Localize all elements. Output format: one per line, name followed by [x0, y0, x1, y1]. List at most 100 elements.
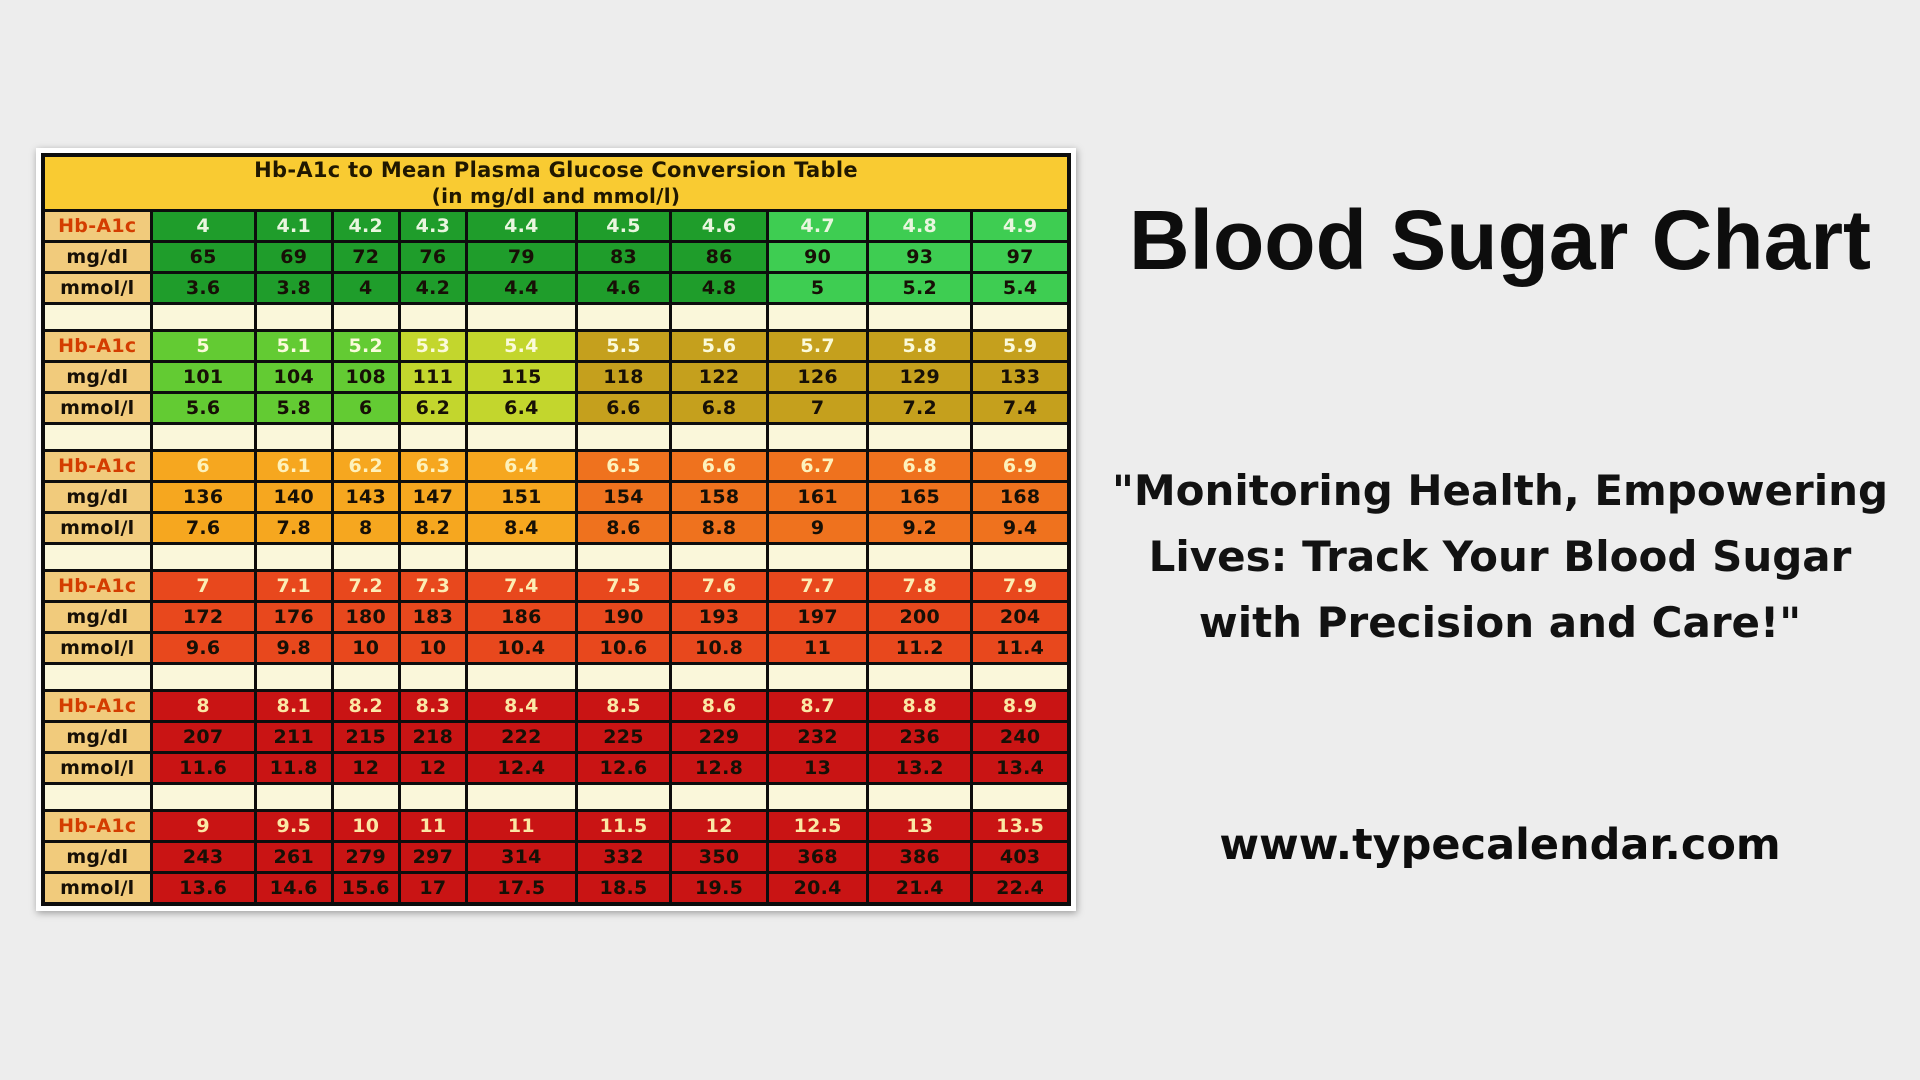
spacer-cell: [970, 302, 1071, 332]
value-cell: 13.4: [970, 751, 1071, 785]
value-cell: 5.3: [397, 329, 468, 363]
value-cell: 76: [397, 240, 468, 274]
spacer-cell: [970, 542, 1071, 572]
spacer-cell: [464, 542, 578, 572]
value-cell: 147: [397, 480, 468, 514]
row-label: mg/dl: [41, 720, 153, 754]
conversion-table: Hb-A1c to Mean Plasma Glucose Conversion…: [41, 153, 1071, 906]
value-cell: 86: [669, 240, 770, 274]
table-header: Hb-A1c to Mean Plasma Glucose Conversion…: [41, 153, 1071, 212]
value-cell: 7.6: [149, 511, 257, 545]
value-cell: 4: [149, 209, 257, 243]
spacer-cell: [397, 542, 468, 572]
value-cell: 65: [149, 240, 257, 274]
spacer-cell: [149, 542, 257, 572]
value-cell: 6.8: [669, 391, 770, 425]
value-cell: 8.9: [970, 689, 1071, 723]
spacer-cell: [669, 422, 770, 452]
value-cell: 368: [766, 840, 870, 874]
spacer-cell: [253, 302, 334, 332]
spacer-cell: [766, 302, 870, 332]
value-cell: 5: [149, 329, 257, 363]
spacer-cell: [41, 542, 153, 572]
data-row-hba1c: Hb-A1c 8 8.1 8.2 8.3 8.4 8.5 8.6 8.7 8.8 8.9: [41, 689, 1071, 723]
value-cell: 211: [253, 720, 334, 754]
value-cell: 8.6: [574, 511, 673, 545]
value-cell: 193: [669, 600, 770, 634]
quote-line: with Precision and Care!": [1198, 598, 1802, 647]
value-cell: 7.8: [866, 569, 974, 603]
row-label: Hb-A1c: [41, 689, 153, 723]
value-cell: 279: [330, 840, 401, 874]
spacer-cell: [41, 422, 153, 452]
value-cell: 236: [866, 720, 974, 754]
value-cell: 4: [330, 271, 401, 305]
value-cell: 126: [766, 360, 870, 394]
value-cell: 218: [397, 720, 468, 754]
spacer-cell: [970, 662, 1071, 692]
value-cell: 7.3: [397, 569, 468, 603]
page-title: Blood Sugar Chart: [1128, 193, 1871, 287]
value-cell: 129: [866, 360, 974, 394]
value-cell: 6.2: [397, 391, 468, 425]
value-cell: 9.2: [866, 511, 974, 545]
row-label: Hb-A1c: [41, 569, 153, 603]
row-label: mg/dl: [41, 600, 153, 634]
spacer-row: [41, 542, 1071, 572]
spacer-cell: [866, 302, 974, 332]
spacer-cell: [669, 782, 770, 812]
value-cell: 5.2: [866, 271, 974, 305]
website-url: www.typecalendar.com: [1219, 820, 1781, 870]
spacer-cell: [766, 422, 870, 452]
value-cell: 5.1: [253, 329, 334, 363]
value-cell: 314: [464, 840, 578, 874]
value-cell: 11.2: [866, 631, 974, 665]
value-cell: 4.6: [669, 209, 770, 243]
value-cell: 11.6: [149, 751, 257, 785]
value-cell: 10: [330, 809, 401, 843]
value-cell: 22.4: [970, 871, 1071, 906]
spacer-cell: [397, 422, 468, 452]
value-cell: 12: [397, 751, 468, 785]
value-cell: 133: [970, 360, 1071, 394]
value-cell: 79: [464, 240, 578, 274]
spacer-cell: [866, 662, 974, 692]
value-cell: 165: [866, 480, 974, 514]
value-cell: 6: [330, 391, 401, 425]
data-row-mgdl: mg/dl 243 261 279 297 314 332 350 368 386 403: [41, 840, 1071, 874]
value-cell: 11.4: [970, 631, 1071, 665]
value-cell: 8: [149, 689, 257, 723]
value-cell: 12.8: [669, 751, 770, 785]
value-cell: 7.8: [253, 511, 334, 545]
spacer-cell: [253, 782, 334, 812]
value-cell: 3.8: [253, 271, 334, 305]
value-cell: 8.2: [397, 511, 468, 545]
value-cell: 10.4: [464, 631, 578, 665]
data-row-hba1c: Hb-A1c 5 5.1 5.2 5.3 5.4 5.5 5.6 5.7 5.8 5.9: [41, 329, 1071, 363]
value-cell: 104: [253, 360, 334, 394]
value-cell: 136: [149, 480, 257, 514]
row-label: mmol/l: [41, 391, 153, 425]
data-row-hba1c: Hb-A1c 9 9.5 10 11 11 11.5 12 12.5 13 13.5: [41, 809, 1071, 843]
value-cell: 180: [330, 600, 401, 634]
value-cell: 154: [574, 480, 673, 514]
value-cell: 4.8: [669, 271, 770, 305]
quote-line: Lives: Track Your Blood Sugar: [1148, 532, 1852, 581]
value-cell: 4.4: [464, 271, 578, 305]
value-cell: 90: [766, 240, 870, 274]
value-cell: 4.5: [574, 209, 673, 243]
value-cell: 4.9: [970, 209, 1071, 243]
value-cell: 7.5: [574, 569, 673, 603]
spacer-cell: [866, 422, 974, 452]
spacer-cell: [149, 662, 257, 692]
value-cell: 12.5: [766, 809, 870, 843]
spacer-cell: [253, 422, 334, 452]
value-cell: 4.2: [397, 271, 468, 305]
row-label: mmol/l: [41, 631, 153, 665]
value-cell: 13.6: [149, 871, 257, 906]
value-cell: 93: [866, 240, 974, 274]
value-cell: 197: [766, 600, 870, 634]
value-cell: 11.5: [574, 809, 673, 843]
spacer-cell: [330, 662, 401, 692]
value-cell: 12: [330, 751, 401, 785]
